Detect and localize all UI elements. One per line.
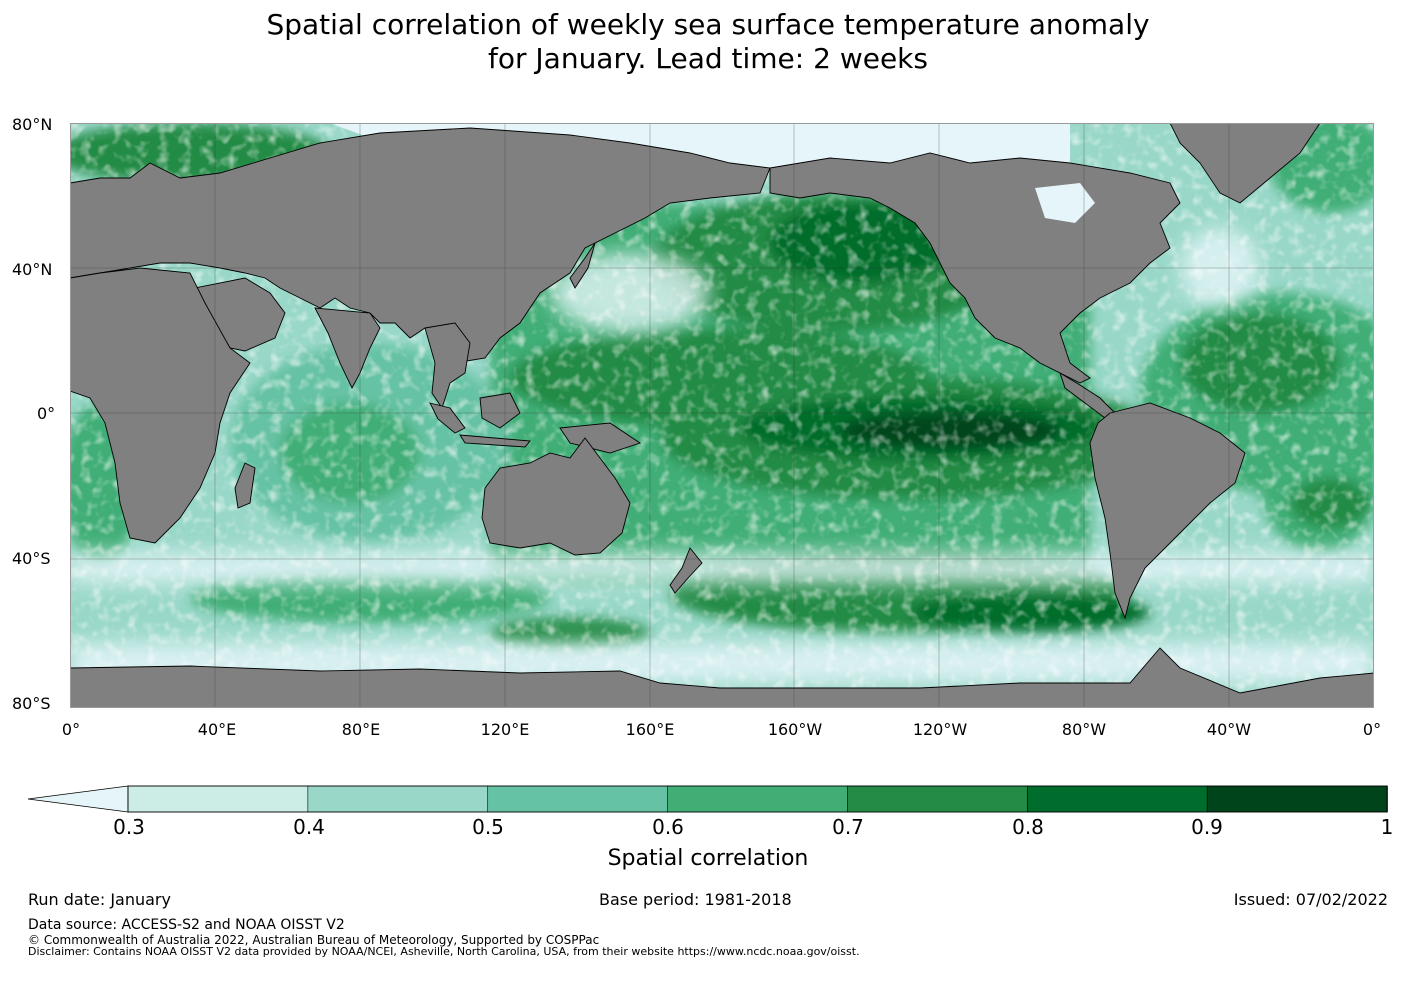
landmass-borneo	[479, 392, 521, 429]
colorbar-outline	[127, 785, 1388, 813]
colorbar-segment-3	[487, 785, 669, 813]
lat-label-40s: 40°S	[12, 549, 51, 568]
landmass-new-zealand	[669, 547, 703, 594]
landmass-australia	[481, 437, 631, 556]
colorbar-tick-0-4: 0.4	[293, 815, 325, 839]
landmass-eurasia	[70, 127, 771, 364]
colorbar-tick-0-8: 0.8	[1012, 815, 1044, 839]
landmass-india	[314, 307, 381, 389]
landmass-japan	[569, 242, 596, 289]
lon-label-80e: 80°E	[341, 720, 381, 739]
colorbar-tick-1: 1	[1380, 815, 1394, 839]
issued-date: Issued: 07/02/2022	[1233, 890, 1388, 909]
colorbar-tick-0-6: 0.6	[652, 815, 684, 839]
landmass-antarctica	[70, 647, 1374, 708]
colorbar	[27, 785, 1388, 813]
lon-label-40w: 40°W	[1206, 720, 1252, 739]
landmass-madagascar	[234, 462, 256, 509]
data-source: Data source: ACCESS-S2 and NOAA OISST V2	[28, 917, 345, 933]
hudson-bay-ice	[1035, 183, 1095, 223]
lon-label-40e: 40°E	[197, 720, 237, 739]
lon-label-80w: 80°W	[1061, 720, 1107, 739]
lat-label-equator: 0°	[37, 404, 56, 423]
lon-label-120e: 120°E	[480, 720, 530, 739]
colorbar-segment-7	[1206, 785, 1388, 813]
title-line-2: for January. Lead time: 2 weeks	[488, 42, 928, 75]
colorbar-tick-0-5: 0.5	[472, 815, 504, 839]
colorbar-extend-arrow	[27, 785, 129, 813]
colorbar-segment-4	[667, 785, 849, 813]
lon-label-0-right: 0°	[1362, 720, 1382, 739]
graticule	[70, 123, 1374, 708]
lat-label-40n: 40°N	[12, 260, 53, 279]
lon-label-160w: 160°W	[767, 720, 823, 739]
base-period: Base period: 1981-2018	[599, 890, 792, 909]
landmass-africa	[70, 267, 251, 544]
colorbar-tick-0-3: 0.3	[113, 815, 145, 839]
colorbar-segment-2	[307, 785, 489, 813]
run-date: Run date: January	[28, 890, 171, 909]
landmass-indochina	[424, 322, 471, 410]
colorbar-tick-0-9: 0.9	[1191, 815, 1223, 839]
colorbar-segment-6	[1026, 785, 1208, 813]
landmass-java	[459, 434, 531, 448]
lon-label-0-left: 0°	[61, 720, 81, 739]
landmass-south-america	[1089, 402, 1246, 620]
land-masses	[70, 123, 1374, 708]
map-frame	[70, 123, 1374, 708]
disclaimer: Disclaimer: Contains NOAA OISST V2 data …	[28, 945, 860, 958]
colorbar-label: Spatial correlation	[607, 846, 809, 871]
lat-label-80n: 80°N	[12, 115, 53, 134]
colorbar-segment-5	[847, 785, 1029, 813]
copyright-notice: © Commonwealth of Australia 2022, Austra…	[28, 933, 600, 947]
colorbar-segment-1	[127, 785, 309, 813]
landmass-sumatra	[429, 402, 466, 434]
landmass-greenland	[1169, 123, 1321, 204]
lat-label-80s: 80°S	[12, 694, 51, 713]
lon-label-160e: 160°E	[625, 720, 675, 739]
colorbar-tick-0-7: 0.7	[832, 815, 864, 839]
colorbar-segments	[127, 785, 1388, 813]
lon-label-120w: 120°W	[912, 720, 968, 739]
correlation-map	[70, 123, 1374, 708]
map-title: Spatial correlation of weekly sea surfac…	[0, 8, 1416, 76]
title-line-1: Spatial correlation of weekly sea surfac…	[266, 8, 1150, 41]
